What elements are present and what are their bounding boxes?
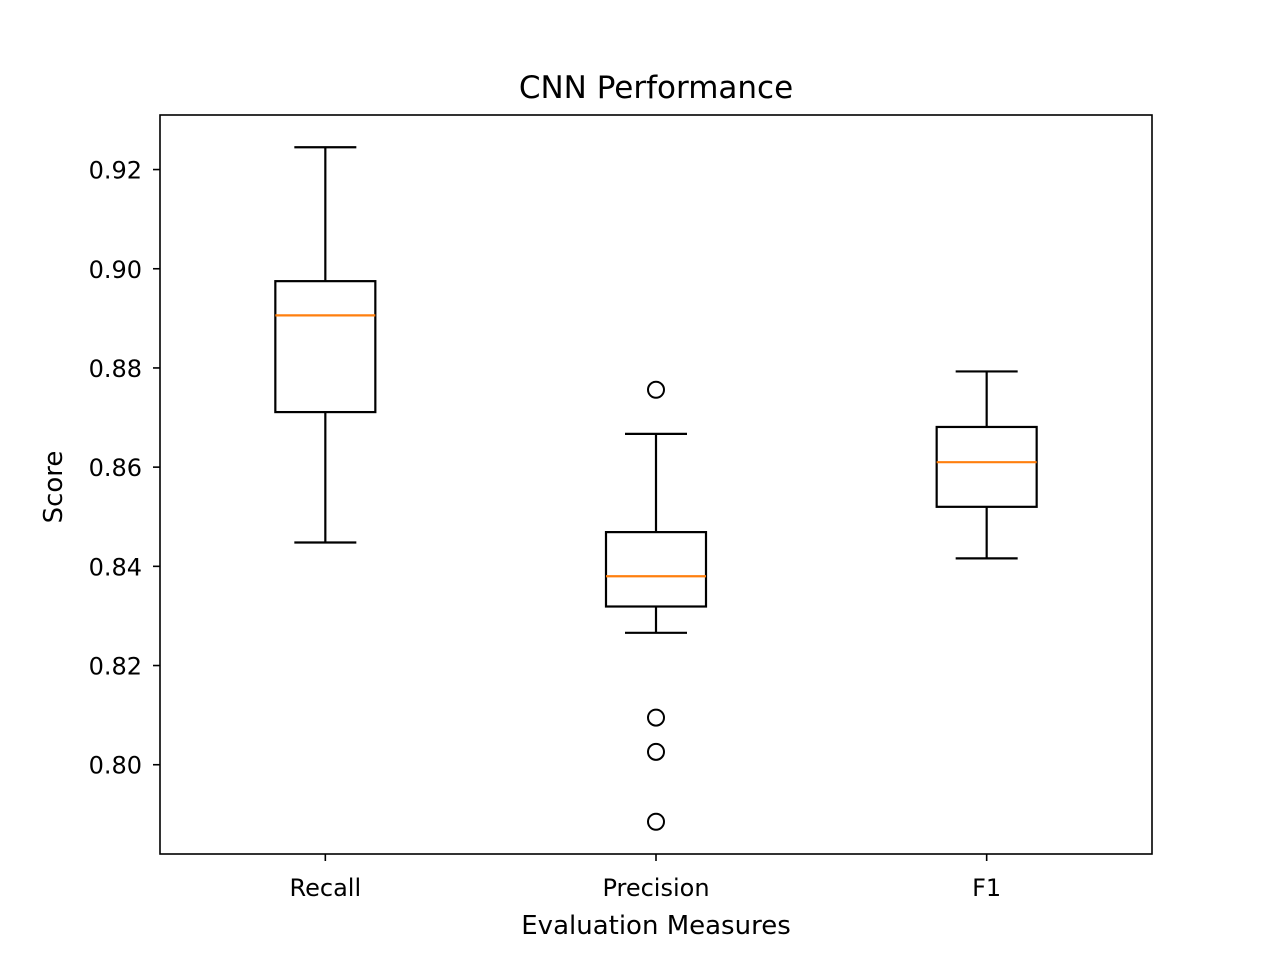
y-tick-label: 0.86 bbox=[89, 454, 142, 482]
iqr-box bbox=[604, 531, 708, 608]
outlier-point bbox=[647, 742, 665, 761]
y-tick-label: 0.80 bbox=[89, 752, 142, 780]
x-tick-label: Precision bbox=[602, 874, 709, 902]
y-axis-label: Score bbox=[39, 451, 69, 524]
outlier-point bbox=[647, 708, 665, 727]
y-tick-label: 0.90 bbox=[89, 256, 142, 284]
chart-title: CNN Performance bbox=[519, 70, 793, 106]
plot-frame bbox=[159, 114, 1153, 855]
outlier-point bbox=[647, 380, 665, 399]
plot-area: 0.80 0.82 0.84 0.86 0.88 0.90 0.92 Recall Precis… bbox=[89, 146, 1038, 902]
y-tick-label: 0.82 bbox=[89, 653, 142, 681]
outlier-point bbox=[647, 812, 665, 831]
iqr-box bbox=[935, 425, 1038, 508]
x-tick-label: Recall bbox=[290, 874, 362, 902]
y-tick-label: 0.92 bbox=[89, 157, 142, 185]
y-tick-label: 0.84 bbox=[89, 553, 142, 581]
y-tick-label: 0.88 bbox=[89, 355, 142, 383]
x-tick-label: F1 bbox=[972, 874, 1001, 902]
x-axis-label: Evaluation Measures bbox=[521, 911, 791, 941]
iqr-box bbox=[274, 280, 377, 414]
